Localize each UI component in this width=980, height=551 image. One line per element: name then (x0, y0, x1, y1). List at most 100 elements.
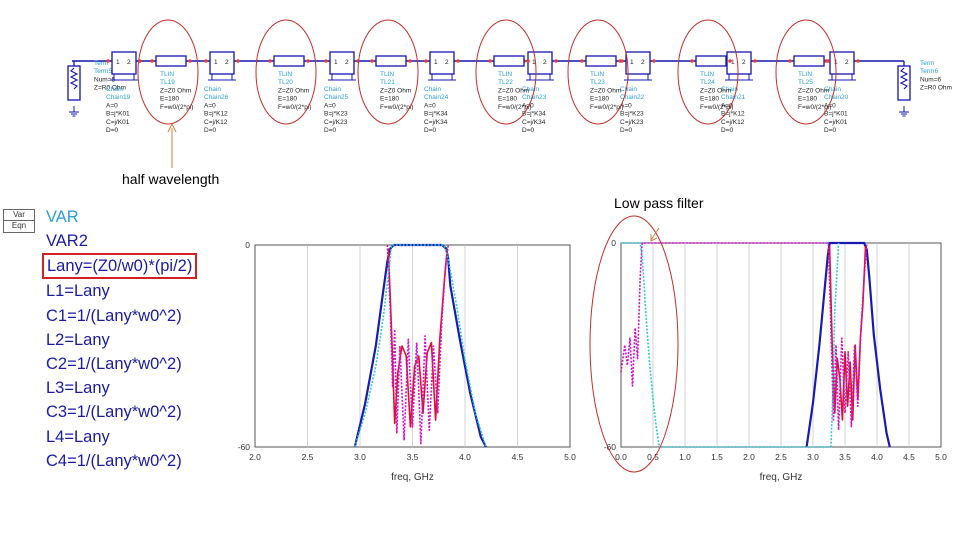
chain-params: D=0 (721, 127, 733, 134)
arrow-low-pass (650, 227, 660, 241)
x-tick-label: 0.5 (647, 452, 659, 462)
chain-params: Chain25 (324, 94, 349, 101)
tlin-params: F=w0/(2*pi) (590, 104, 623, 111)
series-line (621, 242, 840, 448)
term-label: Term (920, 60, 934, 67)
chain-params: A=0 (620, 102, 632, 109)
x-tick-label: 5.0 (564, 452, 576, 462)
low-pass-highlight (589, 215, 679, 473)
series-line (354, 244, 487, 448)
equation-line: C4=1/(Lany*w0^2) (46, 451, 182, 470)
chain-params: Chain24 (424, 94, 449, 101)
chain-params: B=j*K12 (204, 111, 228, 118)
x-tick-label: 0.0 (615, 452, 627, 462)
tlin-params: TLIN (798, 71, 812, 78)
tlin-params: F=w0/(2*pi) (798, 104, 831, 111)
series-line (386, 244, 449, 445)
term-right[interactable] (897, 61, 911, 101)
x-tick-label: 4.5 (903, 452, 915, 462)
tlin-params: E=180 (160, 96, 179, 103)
tlin-block[interactable] (150, 55, 192, 67)
highlight-ellipse (775, 19, 837, 125)
equation-line: C1=1/(Lany*w0^2) (46, 306, 182, 325)
x-tick-label: 5.0 (935, 452, 947, 462)
series-line (353, 243, 487, 448)
x-axis-label: freq, GHz (391, 472, 434, 483)
chain-params: D=0 (424, 127, 436, 134)
term-label: Z=R0 Ohm (94, 85, 126, 92)
tlin-block[interactable] (488, 55, 530, 67)
chain-params: A=0 (106, 102, 118, 109)
pin-label: 1 (116, 59, 120, 66)
highlight-ellipse (255, 19, 317, 125)
tlin-params: E=180 (278, 96, 297, 103)
tlin-block[interactable] (268, 55, 310, 67)
chain-params: D=0 (106, 127, 118, 134)
tlin-params: TLIN (590, 71, 604, 78)
pin-label: 1 (334, 59, 338, 66)
chain-params: B=j*K01 (824, 111, 848, 118)
x-tick-label: 4.5 (512, 452, 524, 462)
chain-params: B=j*K01 (106, 111, 130, 118)
chain-params: D=0 (824, 127, 836, 134)
chain-params: C=j/K23 (620, 119, 644, 126)
tlin-params: E=180 (700, 96, 719, 103)
highlight-ellipse (137, 19, 199, 125)
var-tag-line2: Eqn (4, 220, 34, 231)
tlin-params: F=w0/(2*pi) (380, 104, 413, 111)
tlin-block[interactable] (580, 55, 622, 67)
x-tick-label: 2.5 (775, 452, 787, 462)
half-wavelength-label: half wavelength (122, 171, 220, 187)
var-eqn-icon[interactable]: Var Eqn (3, 209, 35, 233)
plot-bandpass: 2.0 2.5 3.0 3.5 4.0 4.5 5.0 0 -60 freq, GHz (238, 240, 576, 483)
plot-wideband: 0.0 0.5 1.0 1.5 2.0 2.5 3.0 3.5 4.0 4.5 5.0 0 -60 fre… (589, 215, 947, 483)
chain-params: Chain21 (721, 94, 746, 101)
pin-label: 2 (641, 59, 645, 66)
tlin-block[interactable] (370, 55, 412, 67)
tlin-block[interactable] (788, 55, 830, 67)
x-tick-label: 1.5 (711, 452, 723, 462)
highlight-ellipse (357, 19, 419, 125)
highlight-ellipse (677, 19, 739, 125)
pin-label: 2 (845, 59, 849, 66)
x-tick-label: 3.0 (354, 452, 366, 462)
term-label: Term6 (920, 68, 938, 75)
chain-params: Chain22 (620, 94, 645, 101)
equation-line: L1=Lany (46, 282, 110, 301)
x-tick-label: 4.0 (871, 452, 883, 462)
y-tick-label: 0 (245, 240, 250, 250)
chain-params: B=j*K12 (721, 111, 745, 118)
var-block[interactable]: VAR VAR2 Lany=(Z0/w0)*(pi/2) L1=Lany C1=1/… (42, 205, 198, 473)
series-line (805, 241, 891, 448)
pin-label: 1 (214, 59, 218, 66)
y-tick-label: -60 (238, 442, 251, 452)
var-name: VAR2 (46, 232, 88, 251)
chain-params: Chain (106, 86, 123, 93)
pin-label: 2 (225, 59, 229, 66)
chain-params: A=0 (204, 102, 216, 109)
tlin-params: TL19 (160, 79, 175, 86)
tlin-params: TL21 (380, 79, 395, 86)
term-left[interactable] (67, 61, 81, 101)
chain-params: A=0 (522, 102, 534, 109)
chain-params: Chain23 (522, 94, 547, 101)
tlin-params: E=180 (498, 96, 517, 103)
tlin-params: TL24 (700, 79, 715, 86)
tlin-params: Z=Z0 Ohm (498, 87, 529, 94)
tlin-block[interactable] (690, 55, 732, 67)
x-tick-label: 2.0 (743, 452, 755, 462)
series-line (620, 242, 868, 431)
ground-icon (69, 106, 79, 117)
var-title: VAR (46, 208, 79, 226)
chain-params: Chain (522, 86, 539, 93)
chain-params: A=0 (324, 102, 336, 109)
tlin-params: TLIN (278, 71, 292, 78)
